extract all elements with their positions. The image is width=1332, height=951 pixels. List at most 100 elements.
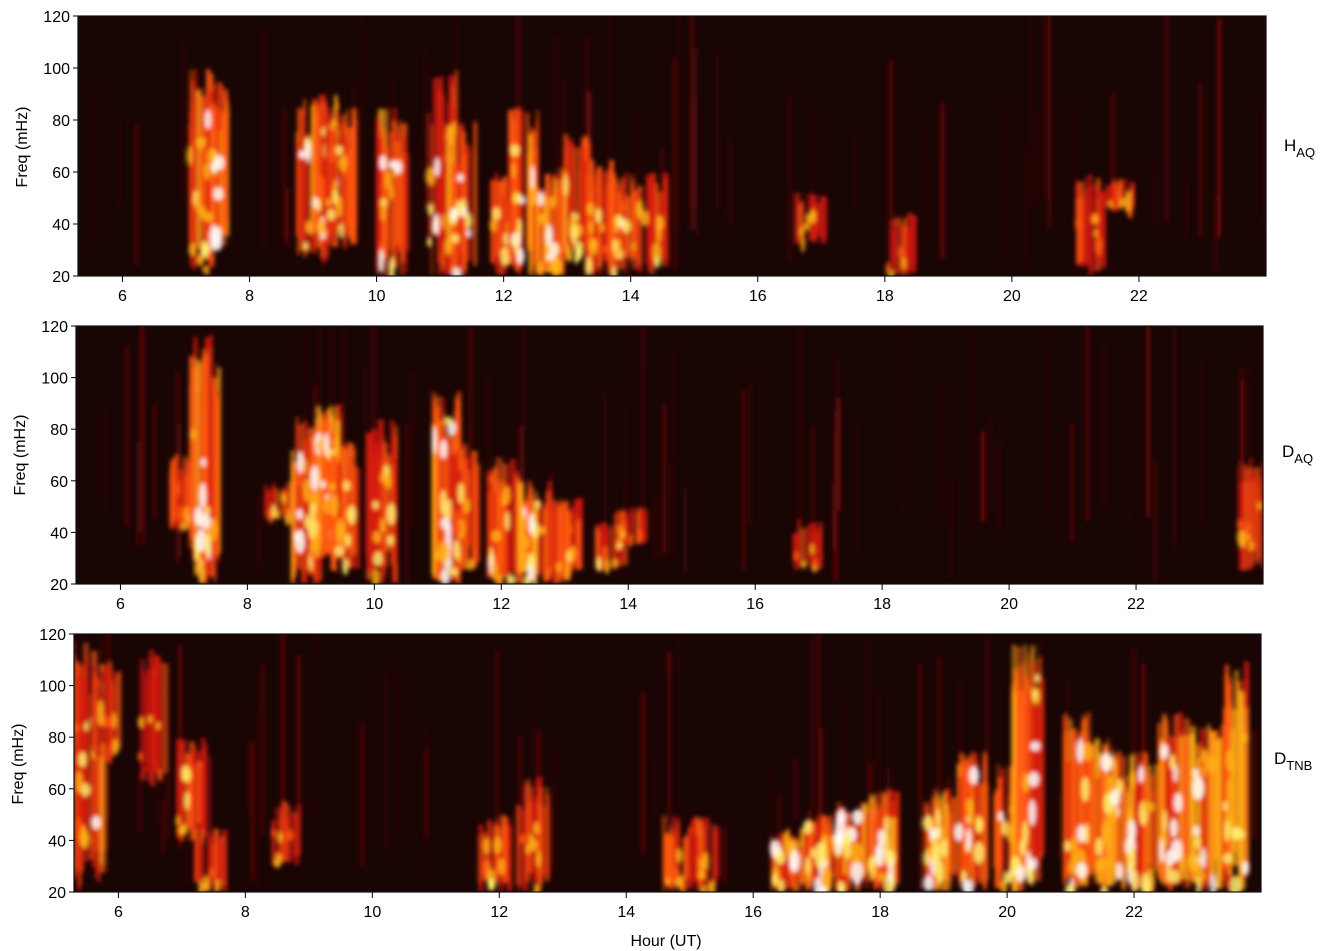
y-tick-label: 40 xyxy=(48,833,66,850)
background-streak xyxy=(1200,363,1203,524)
background-streak xyxy=(748,381,752,525)
background-streak xyxy=(1047,332,1049,514)
activity-burst xyxy=(635,172,669,274)
x-axis-label: Hour (UT) xyxy=(630,933,701,950)
background-streak xyxy=(843,691,846,866)
x-tick-label: 6 xyxy=(114,904,123,921)
spectrogram-plot-area xyxy=(73,633,1262,893)
activity-burst xyxy=(195,81,230,255)
activity-burst xyxy=(175,737,208,841)
panel-h-aq: 6 8 10 12 14 16 18 20 22 20 40 60 80 100 120 Freq (mH… xyxy=(14,9,1315,305)
activity-burst xyxy=(328,442,360,576)
background-streak xyxy=(919,663,922,890)
background-streak xyxy=(1070,422,1074,542)
background-streak xyxy=(1153,460,1157,580)
background-streak xyxy=(659,501,663,570)
background-streak xyxy=(1240,367,1243,563)
x-tick-label: 16 xyxy=(746,596,764,613)
y-tick-label: 100 xyxy=(41,371,68,388)
x-tick-label: 8 xyxy=(243,596,252,613)
spectrogram-plot-area xyxy=(75,325,1264,585)
activity-burst xyxy=(324,109,358,250)
background-streak xyxy=(554,35,558,219)
activity-burst xyxy=(1157,712,1191,891)
background-streak xyxy=(728,137,732,229)
spectral-power-marks xyxy=(103,326,1263,584)
x-tick-labels: 6 8 10 12 14 16 18 20 22 xyxy=(116,584,1145,613)
background-streak xyxy=(653,753,656,817)
background-streak xyxy=(900,326,903,511)
x-tick-label: 18 xyxy=(873,596,891,613)
background-streak xyxy=(141,335,144,544)
station-label-subscript: AQ xyxy=(1296,145,1315,160)
background-streak xyxy=(496,651,499,837)
background-streak xyxy=(641,692,645,856)
background-streak xyxy=(1253,729,1257,839)
background-streak xyxy=(811,109,815,219)
activity-burst xyxy=(1104,177,1135,219)
activity-burst xyxy=(1075,174,1107,276)
y-tick-labels: 20 40 60 80 100 120 xyxy=(43,9,78,286)
background-streak xyxy=(831,482,834,549)
background-streak xyxy=(108,699,112,847)
background-streak xyxy=(889,60,893,243)
station-label-main: D xyxy=(1274,749,1286,768)
background-streak xyxy=(486,371,490,544)
background-streak xyxy=(811,638,814,827)
background-streak xyxy=(654,494,658,560)
x-tick-label: 20 xyxy=(1003,288,1021,305)
background-streak xyxy=(208,755,213,865)
background-streak xyxy=(424,763,427,837)
x-tick-label: 18 xyxy=(876,288,894,305)
background-streak xyxy=(135,441,139,548)
activity-burst xyxy=(687,816,720,892)
background-streak xyxy=(678,16,681,230)
background-streak xyxy=(981,431,985,522)
background-streak xyxy=(519,426,521,518)
background-streak xyxy=(854,132,857,208)
background-streak xyxy=(624,404,627,534)
background-streak xyxy=(106,752,110,872)
background-streak xyxy=(672,350,675,541)
background-streak xyxy=(1048,16,1050,229)
background-streak xyxy=(941,153,944,252)
background-streak xyxy=(469,326,472,512)
background-streak xyxy=(821,727,824,827)
background-streak xyxy=(695,48,699,237)
background-streak xyxy=(835,355,839,512)
background-streak xyxy=(667,670,671,884)
y-tick-label: 120 xyxy=(41,319,68,336)
y-tick-label: 60 xyxy=(48,782,66,799)
activity-burst xyxy=(1125,752,1160,892)
activity-burst xyxy=(516,776,551,892)
activity-burst xyxy=(486,457,521,584)
x-tick-label: 12 xyxy=(492,596,510,613)
background-streak xyxy=(396,672,400,838)
activity-burst xyxy=(193,828,228,892)
station-label: HAQ xyxy=(1284,136,1315,160)
background-streak xyxy=(1111,93,1115,214)
spectral-power-marks xyxy=(92,16,1266,276)
background-streak xyxy=(1029,18,1033,209)
background-streak xyxy=(742,390,745,571)
background-streak xyxy=(282,110,284,265)
x-tick-label: 16 xyxy=(744,904,762,921)
activity-burst xyxy=(271,801,302,869)
background-streak xyxy=(1236,465,1240,539)
background-streak xyxy=(360,722,364,867)
activity-burst xyxy=(769,827,806,892)
background-streak xyxy=(411,372,414,526)
background-streak xyxy=(531,640,534,855)
activity-burst xyxy=(1062,712,1097,892)
background-streak xyxy=(1049,16,1052,217)
plot-frame xyxy=(77,15,1267,277)
background-streak xyxy=(405,423,408,584)
background-streak xyxy=(1217,18,1221,238)
x-tick-label: 22 xyxy=(1130,288,1148,305)
y-axis-label: Freq (mHz) xyxy=(12,415,29,496)
station-label-main: H xyxy=(1284,136,1296,155)
y-tick-labels: 20 40 60 80 100 120 xyxy=(39,627,74,902)
background-streak xyxy=(519,736,522,849)
background-streak xyxy=(937,657,941,852)
station-label: DTNB xyxy=(1274,749,1312,773)
